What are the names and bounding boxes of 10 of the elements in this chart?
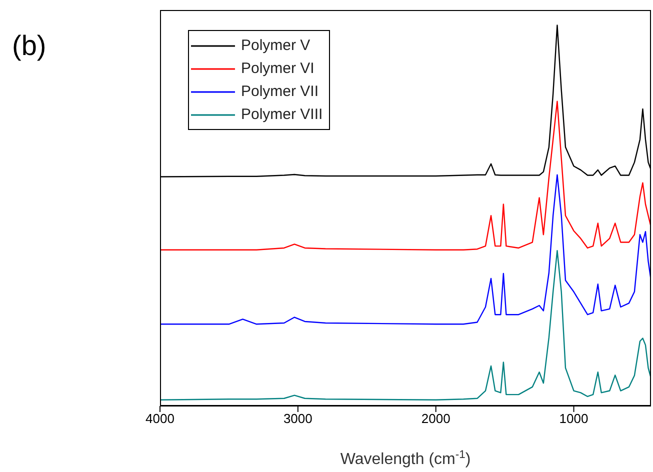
- legend-label: Polymer VI: [241, 59, 314, 79]
- x-tick-label: 2000: [421, 411, 450, 426]
- x-tick-label: 1000: [559, 411, 588, 426]
- legend-label: Polymer VII: [241, 82, 319, 102]
- legend-label: Polymer V: [241, 36, 310, 56]
- x-tick-label: 3000: [283, 411, 312, 426]
- x-tick-label: 4000: [146, 411, 174, 426]
- text: (b): [12, 30, 46, 62]
- legend-label: Polymer VIII: [241, 105, 323, 125]
- x-axis-title: Wavelength (cm$^{-1}$): [340, 449, 471, 468]
